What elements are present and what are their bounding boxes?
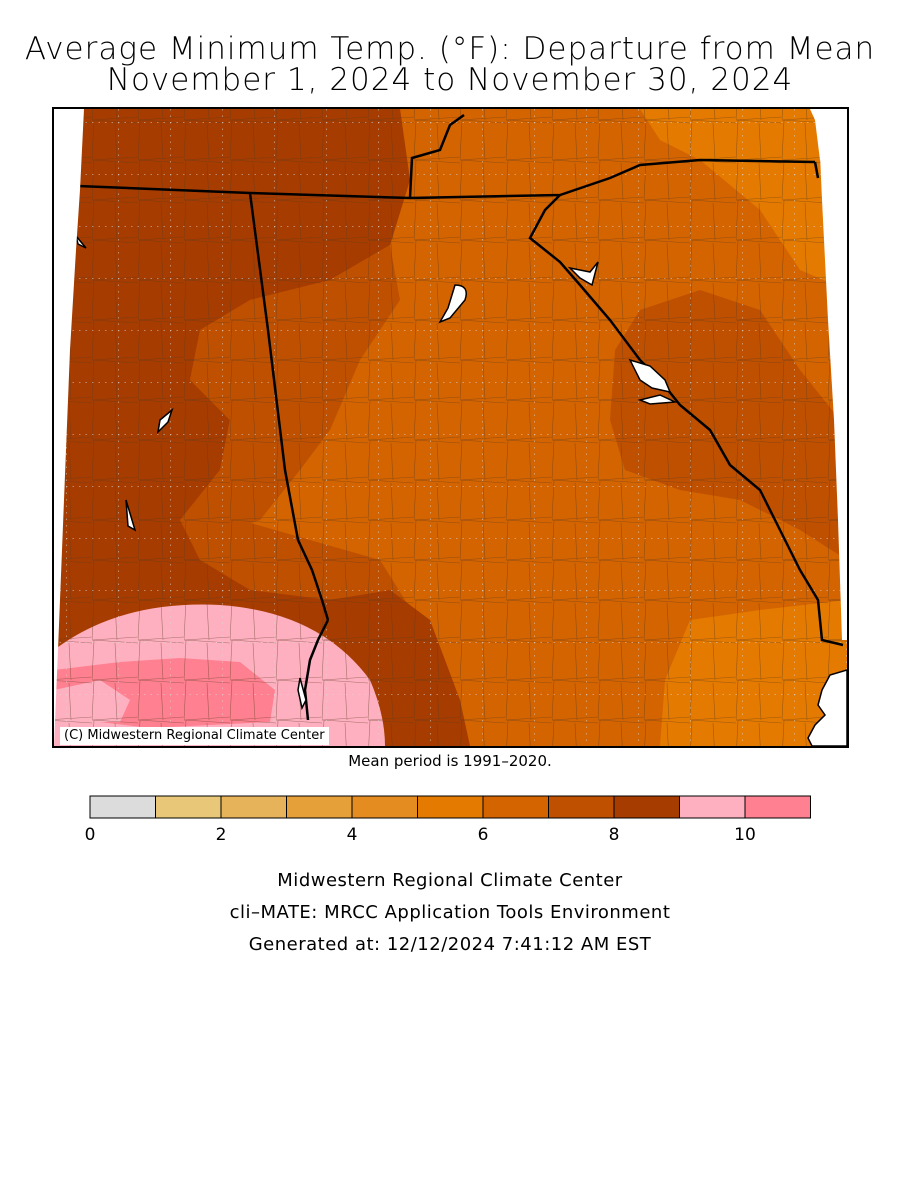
legend-swatch-10-11 [744, 795, 811, 819]
color-legend [89, 795, 811, 819]
map-title-line1: Average Minimum Temp. (°F): Departure fr… [24, 31, 876, 67]
legend-swatch-1-2 [155, 795, 222, 819]
legend-swatch-3-4 [286, 795, 353, 819]
map-title-line2: November 1, 2024 to November 30, 2024 [106, 62, 794, 98]
coast-left [54, 109, 84, 746]
lake-west [156, 407, 174, 435]
lake-river-3 [637, 394, 678, 405]
state-border-east-river [528, 194, 844, 647]
legend-swatch-8-9 [613, 795, 680, 819]
map-frame [52, 107, 849, 748]
lake-river-4 [297, 677, 307, 711]
legend-tick-8: 8 [608, 825, 620, 845]
lake-river-1 [567, 261, 599, 287]
legend-tick-4: 4 [346, 825, 358, 845]
legend-tick-2: 2 [215, 825, 227, 845]
mean-period-note: Mean period is 1991–2020. [348, 752, 552, 770]
lake-west-edge [75, 235, 87, 249]
lake-north [438, 284, 467, 324]
state-border-top [408, 113, 465, 199]
legend-tick-0: 0 [84, 825, 96, 845]
copyright-label: (C) Midwestern Regional Climate Center [60, 727, 329, 745]
lake-southwest [125, 499, 137, 532]
state-border-west [248, 192, 330, 621]
coast-right [818, 109, 847, 640]
legend-swatch-9-10 [679, 795, 746, 819]
state-border-north [77, 158, 816, 200]
lake-river-2 [628, 358, 672, 394]
footer-generated: Generated at: 12/12/2024 7:41:12 AM EST [248, 934, 652, 955]
footer-org: Midwestern Regional Climate Center [277, 870, 623, 891]
departure-map [52, 107, 849, 748]
legend-swatch-0-1 [89, 795, 156, 819]
legend-swatch-7-8 [548, 795, 615, 819]
legend-swatch-5-6 [417, 795, 484, 819]
legend-swatch-6-7 [482, 795, 549, 819]
coast-southeast [807, 669, 847, 746]
footer-tool: cli–MATE: MRCC Application Tools Environ… [229, 902, 671, 923]
legend-tick-6: 6 [477, 825, 489, 845]
legend-swatch-4-5 [351, 795, 418, 819]
legend-swatch-2-3 [220, 795, 287, 819]
legend-tick-10: 10 [734, 825, 756, 845]
